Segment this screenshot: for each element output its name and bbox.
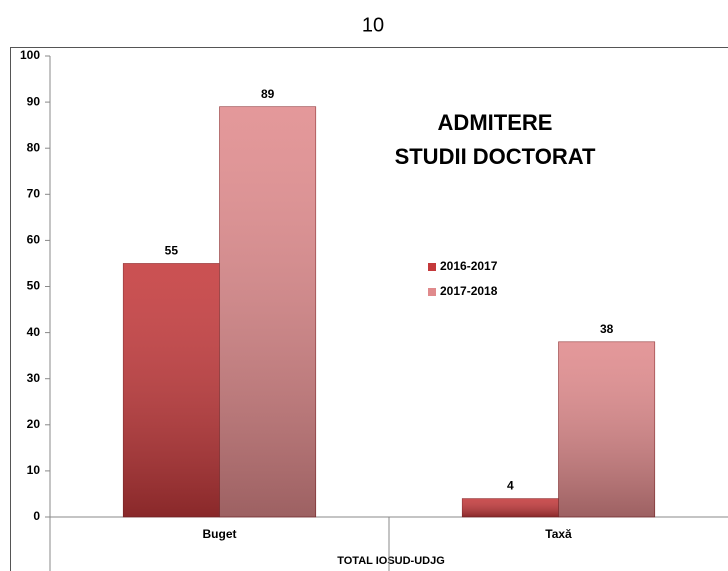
bar	[461, 498, 559, 518]
y-tick-label: 90	[27, 94, 41, 108]
chart-title: ADMITERE	[438, 110, 553, 135]
bar	[558, 341, 656, 518]
y-tick-label: 10	[27, 463, 41, 477]
legend-label: 2017-2018	[440, 284, 498, 298]
data-label: 55	[165, 244, 179, 258]
data-label: 38	[600, 322, 614, 336]
page-number: 10	[362, 14, 384, 36]
chart-frame	[10, 47, 728, 571]
y-tick-label: 50	[27, 279, 41, 293]
x-tick-label: Taxă	[545, 527, 572, 541]
x-tick-label: Buget	[203, 527, 237, 541]
bar	[219, 106, 317, 518]
x-axis-label: TOTAL IOSUD-UDJG	[337, 555, 445, 567]
y-tick-label: 100	[20, 48, 40, 62]
y-tick-label: 60	[27, 233, 41, 247]
data-label: 4	[507, 479, 514, 493]
legend-label: 2016-2017	[440, 259, 498, 273]
bar	[122, 263, 220, 518]
y-tick-label: 0	[33, 509, 40, 523]
chart-title: STUDII DOCTORAT	[395, 144, 596, 169]
legend-swatch	[428, 288, 436, 296]
y-tick-label: 20	[27, 417, 41, 431]
data-label: 89	[261, 87, 275, 101]
y-tick-label: 40	[27, 325, 41, 339]
y-tick-label: 80	[27, 140, 41, 154]
y-tick-label: 70	[27, 186, 41, 200]
y-tick-label: 30	[27, 371, 41, 385]
legend-swatch	[428, 263, 436, 271]
